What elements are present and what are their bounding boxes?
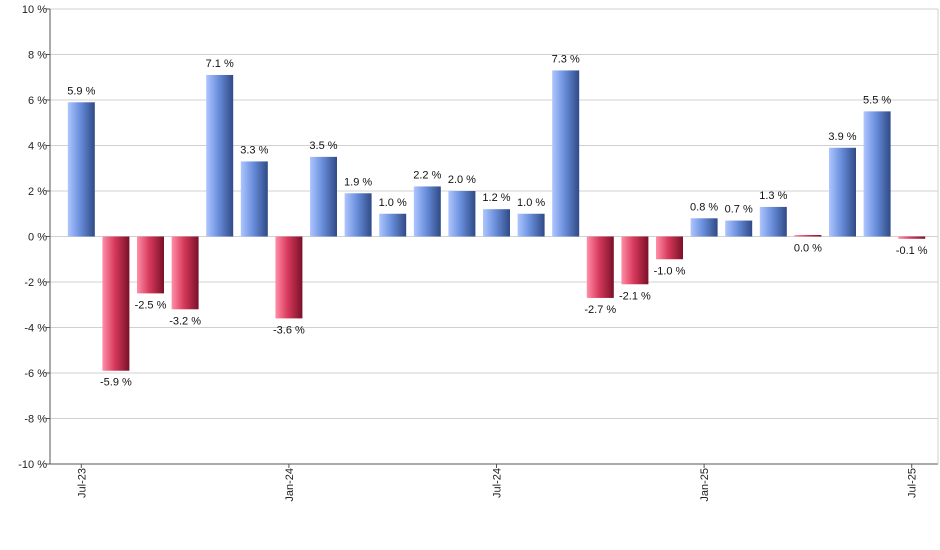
negative-bar bbox=[898, 236, 926, 239]
positive-bar bbox=[67, 102, 95, 237]
x-tick-label: Jul-24 bbox=[492, 468, 504, 498]
negative-bar bbox=[586, 236, 614, 298]
bar-value-label: 3.3 % bbox=[240, 144, 268, 156]
positive-bar bbox=[863, 111, 891, 237]
positive-bar bbox=[448, 191, 476, 237]
x-tick-label: Jul-23 bbox=[76, 468, 88, 498]
bar-value-label: 0.7 % bbox=[725, 204, 753, 216]
bar-value-label: 2.0 % bbox=[448, 174, 476, 186]
bar-value-label: 3.5 % bbox=[309, 140, 337, 152]
bar-value-label: 1.0 % bbox=[379, 197, 407, 209]
bar-value-label: 1.2 % bbox=[482, 192, 510, 204]
y-tick-label: 4 % bbox=[28, 141, 47, 153]
bar-value-label: -0.1 % bbox=[896, 245, 928, 257]
bar-value-label: 5.9 % bbox=[67, 85, 95, 97]
y-tick-label: -6 % bbox=[24, 368, 47, 380]
bar-value-label: 1.3 % bbox=[759, 190, 787, 202]
data-label-layer: 5.9 % -5.9 % -2.5 %-3.2 % 7.1 % 3.3 % -3.6 % 3… bbox=[67, 53, 928, 388]
y-tick-label: -8 % bbox=[24, 414, 47, 426]
y-tick-label: -4 % bbox=[24, 323, 47, 335]
bar-value-label: -3.6 % bbox=[273, 324, 305, 336]
positive-bar bbox=[206, 74, 234, 237]
x-tick-label: Jan-25 bbox=[699, 468, 711, 502]
bar-value-label: -2.7 % bbox=[584, 304, 616, 316]
negative-bar bbox=[137, 236, 164, 294]
y-tick-label: 0 % bbox=[28, 232, 47, 244]
bar-layer bbox=[67, 70, 926, 371]
bar-value-label: -3.2 % bbox=[169, 315, 201, 327]
bar-value-label: -2.1 % bbox=[619, 290, 651, 302]
bar-value-label: 7.1 % bbox=[206, 58, 234, 70]
bar-value-label: 0.0 % bbox=[794, 243, 822, 255]
y-tick-label: 6 % bbox=[28, 95, 47, 107]
negative-bar bbox=[102, 236, 130, 371]
y-tick-label: 2 % bbox=[28, 186, 47, 198]
positive-bar bbox=[483, 209, 510, 237]
negative-bar bbox=[275, 236, 303, 319]
y-tick-label: -2 % bbox=[24, 277, 47, 289]
bar-value-label: 1.0 % bbox=[517, 197, 545, 209]
y-tick-label: 8 % bbox=[28, 50, 47, 62]
positive-bar bbox=[552, 70, 580, 237]
positive-bar bbox=[240, 161, 268, 237]
positive-bar bbox=[794, 235, 822, 237]
bar-value-label: 1.9 % bbox=[344, 176, 372, 188]
negative-bar bbox=[656, 236, 683, 260]
bar-value-label: -5.9 % bbox=[100, 377, 132, 389]
negative-bar bbox=[621, 236, 649, 285]
positive-bar bbox=[829, 147, 856, 237]
bar-value-label: -1.0 % bbox=[654, 265, 686, 277]
x-tick-label: Jul-25 bbox=[907, 468, 919, 498]
positive-bar bbox=[379, 213, 407, 237]
y-tick-label: 10 % bbox=[22, 4, 47, 16]
bar-value-label: -2.5 % bbox=[135, 299, 167, 311]
positive-bar bbox=[759, 206, 787, 237]
x-tick-label: Jan-24 bbox=[284, 468, 296, 502]
y-tick-label: -10 % bbox=[18, 459, 47, 471]
positive-bar bbox=[517, 213, 545, 237]
negative-bar bbox=[171, 236, 199, 310]
bar-value-label: 3.9 % bbox=[828, 131, 856, 143]
positive-bar bbox=[690, 218, 718, 237]
bar-value-label: 2.2 % bbox=[413, 169, 441, 181]
bar-value-label: 0.8 % bbox=[690, 201, 718, 213]
positive-bar bbox=[310, 156, 337, 237]
bar-value-label: 5.5 % bbox=[863, 94, 891, 106]
positive-bar bbox=[344, 193, 372, 237]
bar-value-label: 7.3 % bbox=[552, 53, 580, 65]
positive-bar bbox=[725, 220, 753, 237]
positive-bar bbox=[413, 186, 441, 237]
axis-layer: -10 % -8 % -6 % -4 % -2 % 0 % 2 % 4 % 6 % 8 % 10 %… bbox=[18, 4, 939, 502]
